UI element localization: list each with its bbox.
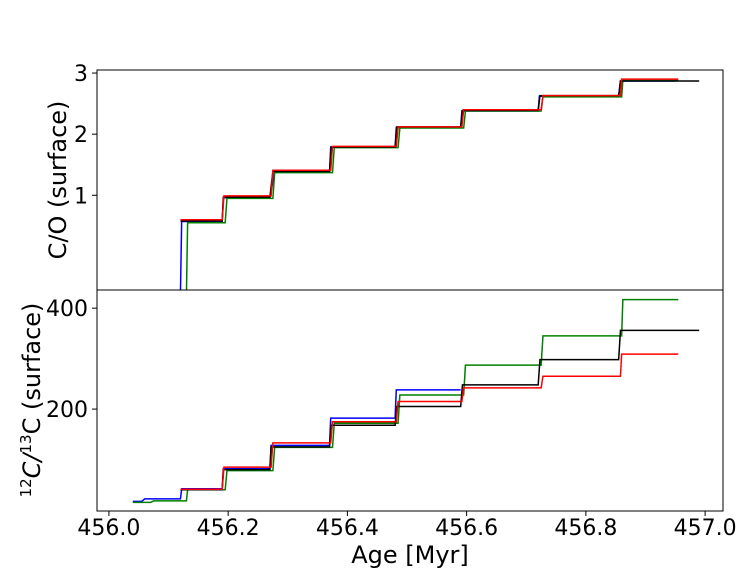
carbon-isotope-series-line-2 [180,329,700,491]
co-ratio-y-tick-label: 3 [74,62,88,87]
age-x-tick-label: 456.4 [316,516,379,541]
age-x-ticks: 456.0 456.2 456.4 456.6 456.8 457.0 [77,511,737,541]
carbon-isotope-y-tick-label: 400 [46,297,88,322]
carbon-isotope-series-group [132,298,700,504]
carbon-isotope-y-tick-label: 200 [46,398,88,423]
age-x-axis-label: Age [Myr] [351,541,469,569]
co-ratio-series-group [179,78,700,290]
carbon-isotope-plot-frame [96,289,724,512]
co-ratio-y-axis-label: C/O (surface) [44,101,72,260]
age-x-tick-label: 456.0 [77,516,140,541]
co-ratio-y-tick-label: 2 [74,123,88,148]
age-x-tick-label: 457.0 [674,516,737,541]
age-x-tick-label: 456.2 [197,516,260,541]
carbon-isotope-y-axis-label: 12C/13C (surface) [17,303,46,498]
carbon-isotope-panel: 200 400 456.0 456.2 456.4 456.6 456.8 457.0 12… [17,289,737,569]
co-ratio-series-line-3 [180,78,679,221]
co-ratio-y-ticks: 1 2 3 [74,62,97,209]
age-x-tick-label: 456.8 [554,516,617,541]
co-ratio-y-tick-label: 1 [74,184,88,209]
carbon-isotope-series-line-0 [132,389,461,503]
carbon-isotope-y-ticks: 200 400 [46,297,97,423]
carbon-isotope-series-line-1 [132,298,679,504]
age-x-tick-label: 456.6 [435,516,498,541]
carbon-isotope-series-line-3 [180,353,679,491]
